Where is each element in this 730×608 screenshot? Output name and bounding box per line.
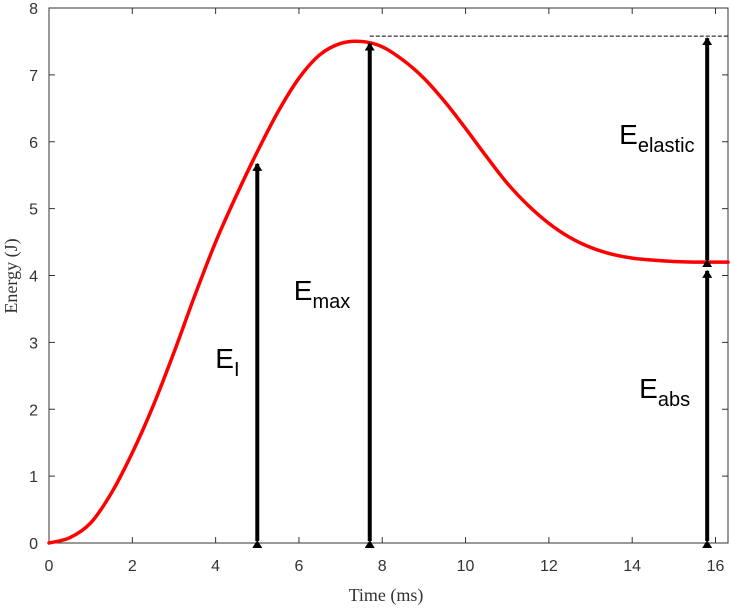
y-tick-label: 4 — [29, 269, 38, 286]
y-tick-label: 7 — [29, 68, 38, 85]
y-tick-label: 3 — [29, 335, 38, 352]
x-tick-label: 0 — [45, 558, 54, 575]
y-axis-label: Energy (J) — [1, 238, 22, 313]
x-axis-ticks: 0 2 4 6 8 10 12 14 16 — [45, 8, 725, 575]
plot-area-border — [48, 7, 729, 544]
annotation-label-sub: abs — [658, 389, 690, 411]
x-tick-label: 14 — [623, 558, 641, 575]
x-tick-label: 8 — [378, 558, 387, 575]
y-tick-label: 1 — [29, 469, 38, 486]
y-axis-ticks: 0 1 2 3 4 5 6 7 8 — [29, 1, 728, 553]
energy-curve — [47, 39, 730, 545]
y-tick-label: 2 — [29, 402, 38, 419]
annotation-label-main: E — [294, 275, 313, 306]
x-tick-label: 12 — [540, 558, 558, 575]
x-tick-label: 4 — [211, 558, 220, 575]
annotation-label-sub: I — [234, 359, 240, 381]
x-axis-label: Time (ms) — [349, 585, 424, 606]
annotation-label: EI — [215, 343, 239, 381]
x-tick-label: 2 — [128, 558, 137, 575]
y-tick-label: 0 — [29, 536, 38, 553]
x-tick-label: 6 — [294, 558, 303, 575]
y-tick-label: 6 — [29, 135, 38, 152]
y-tick-label: 5 — [29, 202, 38, 219]
annotation-label-main: E — [215, 343, 234, 374]
x-tick-label: 16 — [707, 558, 725, 575]
annotation-label: Eelastic — [619, 119, 694, 157]
annotation-label-main: E — [639, 373, 658, 404]
annotation-label-sub: max — [312, 291, 350, 313]
annotation-label-main: E — [619, 119, 638, 150]
y-tick-label: 8 — [29, 1, 38, 18]
annotation-label: Eabs — [639, 373, 690, 411]
annotation-label: Emax — [294, 275, 350, 313]
x-tick-label: 10 — [457, 558, 475, 575]
annotation-label-sub: elastic — [638, 135, 695, 157]
